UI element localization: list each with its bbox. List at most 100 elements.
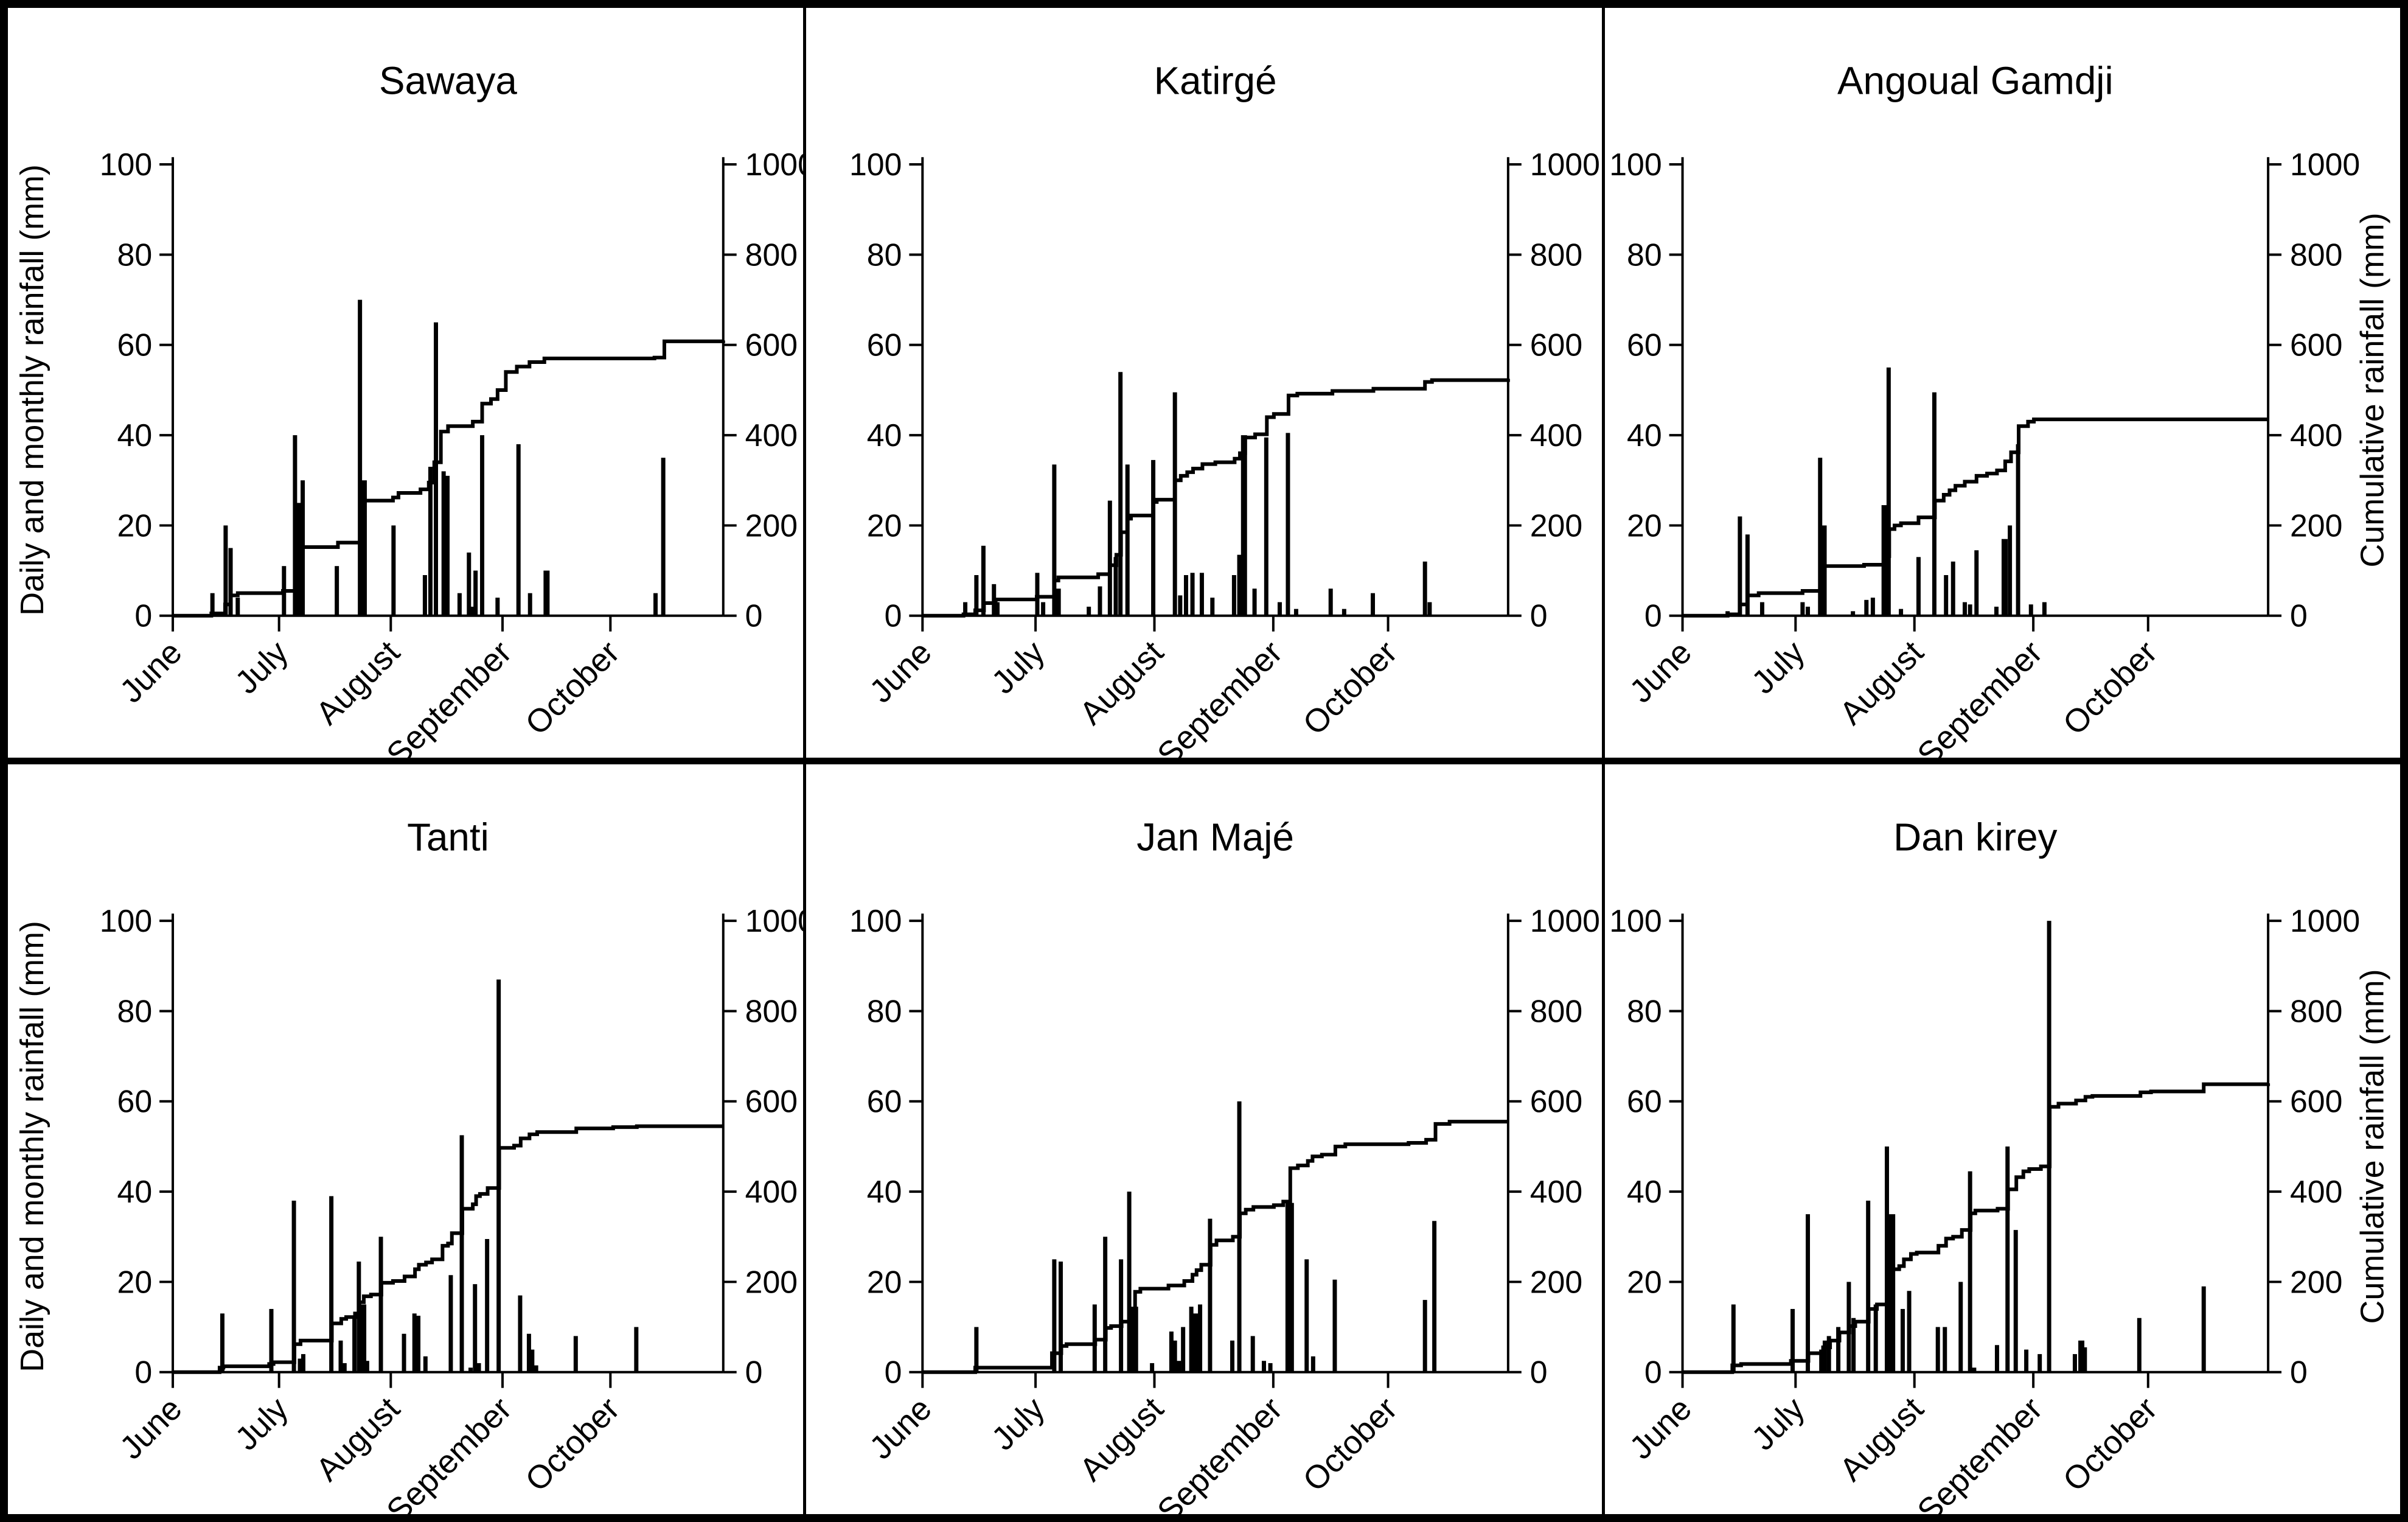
rain-bar (441, 471, 446, 616)
month-label: June (863, 1391, 939, 1467)
panel-cell-tanti: Tanti Daily and monthly rainfall (mm) 0 2… (8, 764, 807, 1514)
rain-bar (402, 1333, 406, 1372)
panel-cell-sawaya: Sawaya Daily and monthly rainfall (mm) 0… (8, 8, 807, 758)
rain-bar (428, 467, 433, 616)
rain-bar (981, 545, 986, 616)
rain-bar (228, 548, 233, 616)
rain-bar (2028, 604, 2033, 616)
left-axis-label: Daily and monthly rainfall (mm) (14, 164, 50, 616)
rain-bar (1817, 458, 1822, 616)
right-axis-ticks: 0 200 400 600 800 1000 (1508, 903, 1600, 1390)
daily-rainfall-bars (220, 979, 639, 1372)
panel-title: Jan Majé (1137, 815, 1295, 859)
rain-bar (1423, 561, 1428, 616)
left-tick-label: 20 (867, 1264, 902, 1299)
rain-bar (1150, 1363, 1155, 1372)
cumulative-rainfall-line (922, 1120, 1509, 1374)
left-tick-label: 0 (1644, 598, 1662, 634)
rain-bar (2001, 539, 2008, 616)
daily-rainfall-bars (1725, 367, 2047, 616)
rain-bar (2042, 602, 2047, 616)
rain-bar (342, 1363, 347, 1372)
left-axis-ticks: 0 20 40 60 80 100 (849, 903, 923, 1390)
rain-bar (2005, 1146, 2010, 1372)
left-tick-label: 100 (1609, 147, 1662, 182)
rain-bar (1805, 1214, 1810, 1372)
rain-bar (335, 566, 339, 616)
rain-bar (220, 1313, 224, 1372)
rain-bar (480, 435, 484, 616)
rain-bar (1432, 1221, 1437, 1372)
right-tick-label: 200 (1530, 1264, 1582, 1299)
rain-bar (361, 480, 367, 616)
rain-bar (1264, 437, 1269, 616)
right-axis-ticks: 0 200 400 600 800 1000 (2267, 903, 2360, 1390)
rain-bar (1826, 1336, 1831, 1372)
rain-bar (210, 593, 215, 616)
rain-bar (1994, 1345, 1999, 1372)
right-tick-label: 0 (745, 1355, 763, 1390)
rain-bar (473, 1284, 478, 1372)
rain-bar (485, 1238, 490, 1372)
rain-bar (1865, 1200, 1870, 1372)
rain-bar (459, 1135, 464, 1372)
left-axis-ticks: 0 20 40 60 80 100 (1609, 903, 1683, 1390)
right-axis-label: Cumulative rainfall (mm) (2354, 969, 2390, 1324)
rain-bar (1173, 392, 1177, 616)
rain-bar (1907, 1291, 1912, 1372)
rain-bar (352, 1318, 357, 1372)
rain-bar (1052, 1259, 1057, 1372)
left-tick-label: 80 (117, 993, 153, 1028)
rain-bar (1759, 602, 1764, 616)
rain-bar (1151, 459, 1156, 616)
rain-bar (1232, 575, 1237, 616)
rain-bar (1268, 1363, 1273, 1372)
rain-bar (1041, 602, 1046, 616)
rain-bar (573, 1336, 578, 1372)
rain-bar (1190, 573, 1195, 616)
rain-bar (1177, 1361, 1181, 1372)
left-tick-label: 80 (867, 237, 902, 272)
month-label: October (2056, 634, 2164, 742)
right-tick-label: 0 (2290, 598, 2308, 634)
rain-bar (661, 458, 666, 616)
rain-bar (1173, 1340, 1177, 1372)
rain-bar (1052, 464, 1057, 616)
chart-sawaya: Sawaya Daily and monthly rainfall (mm) 0… (14, 59, 804, 758)
rain-bar (1208, 1218, 1213, 1372)
month-label: October (1296, 634, 1405, 742)
cumulative-rainfall-line (1682, 1082, 2270, 1374)
rain-bar (1103, 1237, 1108, 1372)
rain-bar (1286, 1203, 1295, 1372)
panel-title: Katirgé (1154, 59, 1277, 103)
left-tick-label: 80 (117, 237, 153, 272)
month-label: August (309, 634, 407, 732)
right-axis-ticks: 0 200 400 600 800 1000 (723, 903, 803, 1390)
rain-bar (1342, 609, 1347, 616)
daily-rainfall-bars (974, 1101, 1437, 1372)
rain-bar (974, 1327, 979, 1372)
right-tick-label: 800 (1530, 993, 1582, 1028)
left-tick-label: 40 (1627, 417, 1662, 453)
rain-bar (1900, 1308, 1905, 1372)
panel-title: Sawaya (379, 59, 517, 103)
rain-bar (1294, 609, 1299, 616)
rain-bar (293, 435, 298, 616)
rain-bar (2023, 1349, 2028, 1372)
rain-bar (378, 1237, 383, 1372)
right-tick-label: 1000 (1530, 903, 1600, 938)
rain-bar (2013, 1230, 2018, 1372)
rain-bar (1886, 367, 1891, 616)
left-axis-ticks: 0 20 40 60 80 100 (849, 147, 923, 634)
month-label: September (1150, 634, 1290, 758)
left-tick-label: 0 (1644, 1355, 1662, 1390)
right-axis-ticks: 0 200 400 600 800 1000 (1508, 147, 1600, 634)
right-tick-label: 400 (2290, 417, 2342, 453)
cumulative-rainfall-line (1682, 417, 2268, 618)
month-label: July (985, 1391, 1052, 1457)
right-tick-label: 1000 (2290, 147, 2360, 182)
rain-bar (2072, 1354, 2077, 1372)
left-tick-label: 60 (867, 327, 902, 363)
